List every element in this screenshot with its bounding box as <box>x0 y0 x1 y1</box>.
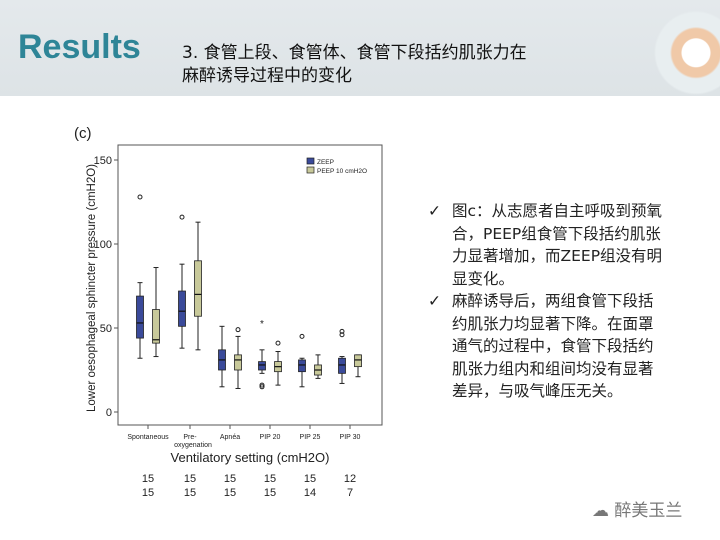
legend-swatch <box>306 157 315 165</box>
panel-label: (c) <box>74 125 92 142</box>
sample-size: 15 <box>264 487 276 499</box>
bullet-list: ✓ 图c：从志愿者自主呼吸到预氧合，PEEP组食管下段括约肌张力显著增加，而ZEE… <box>428 200 668 403</box>
wechat-icon: ☁ <box>592 501 615 521</box>
outlier-point <box>299 333 305 339</box>
sample-size: 15 <box>304 473 316 485</box>
plot-frame <box>117 144 383 426</box>
sample-size: 14 <box>304 487 316 499</box>
box <box>234 354 242 371</box>
legend-label: ZEEP <box>317 159 334 166</box>
x-tick-label: PIP 30 <box>340 434 361 441</box>
outlier-point <box>137 194 143 200</box>
y-tick-label: 150 <box>94 155 112 167</box>
y-axis-label: Lower oesophageal sphincter pressure (cm… <box>86 164 98 412</box>
slide-title: Results <box>18 28 141 66</box>
box <box>338 357 346 374</box>
sample-size: 15 <box>184 473 196 485</box>
legend-swatch <box>306 166 315 174</box>
watermark-text: 醉美玉兰 <box>614 501 683 521</box>
legend-label: PEEP 10 cmH2O <box>317 168 367 175</box>
y-tick-label: 0 <box>106 407 112 419</box>
outlier-point <box>339 332 345 338</box>
x-axis-label: Ventilatory setting (cmH2O) <box>171 450 330 465</box>
y-tick-label: 100 <box>94 239 112 251</box>
box <box>298 359 306 373</box>
check-icon: ✓ <box>428 292 441 310</box>
watermark: ☁ 醉美玉兰 <box>592 496 682 521</box>
box <box>136 295 144 339</box>
box <box>178 290 186 327</box>
outlier-point <box>179 214 185 220</box>
outlier-point <box>275 340 281 346</box>
subtitle-line: 麻醉诱导过程中的变化 <box>182 66 352 86</box>
bullet-item: ✓ 麻醉诱导后，两组食管下段括约肌张力均显著下降。在面罩通气的过程中，食管下段括约… <box>428 290 668 403</box>
y-tick-label: 50 <box>100 323 112 335</box>
x-tick-label: oxygenation <box>174 442 212 449</box>
bullet-item: ✓ 图c：从志愿者自主呼吸到预氧合，PEEP组食管下段括约肌张力显著增加，而ZEE… <box>428 200 668 290</box>
sample-size: 7 <box>347 487 353 499</box>
stethoscope-image <box>640 0 720 96</box>
box <box>258 361 266 371</box>
box <box>152 309 160 344</box>
extreme-point: * <box>260 319 264 330</box>
box <box>354 354 362 368</box>
x-tick-label: Pre- <box>183 434 197 441</box>
outlier-point <box>339 328 345 334</box>
sample-size: 15 <box>142 487 154 499</box>
sample-size: 15 <box>142 473 154 485</box>
outlier-point <box>259 384 265 390</box>
subtitle-line: 3. 食管上段、食管体、食管下段括约肌张力在 <box>182 43 527 63</box>
slide-subtitle: 3. 食管上段、食管体、食管下段括约肌张力在 麻醉诱导过程中的变化 <box>182 42 527 88</box>
x-tick-label: Apnéa <box>220 434 240 441</box>
bullet-text: 麻醉诱导后，两组食管下段括约肌张力均显著下降。在面罩通气的过程中，食管下段括约肌… <box>452 292 654 400</box>
sample-size: 15 <box>224 473 236 485</box>
sample-size: 15 <box>264 473 276 485</box>
x-tick-label: Spontaneous <box>127 434 169 441</box>
check-icon: ✓ <box>428 202 441 220</box>
sample-size: 12 <box>344 473 356 485</box>
x-tick-label: PIP 25 <box>300 434 321 441</box>
outlier-point <box>235 327 241 333</box>
sample-size: 15 <box>184 487 196 499</box>
sample-size: 15 <box>224 487 236 499</box>
box <box>194 260 202 317</box>
bullet-text: 图c：从志愿者自主呼吸到预氧合，PEEP组食管下段括约肌张力显著增加，而ZEEP… <box>452 202 663 288</box>
slide-header: Results 3. 食管上段、食管体、食管下段括约肌张力在 麻醉诱导过程中的变… <box>0 0 720 96</box>
x-tick-label: PIP 20 <box>260 434 281 441</box>
outlier-point <box>259 382 265 388</box>
